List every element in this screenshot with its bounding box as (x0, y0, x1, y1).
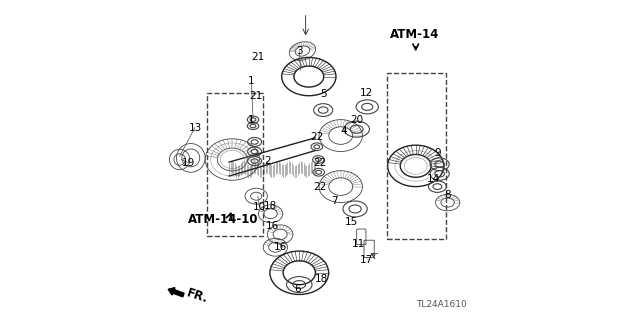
Text: FR.: FR. (186, 286, 211, 306)
Text: 17: 17 (360, 255, 373, 265)
Text: ATM-14-10: ATM-14-10 (188, 213, 258, 226)
Text: TL24A1610: TL24A1610 (416, 300, 467, 309)
Text: 13: 13 (188, 122, 202, 133)
Text: 9: 9 (435, 148, 442, 158)
Text: 3: 3 (296, 46, 303, 56)
Text: 18: 18 (315, 274, 328, 284)
Text: 6: 6 (294, 284, 301, 294)
Text: 7: 7 (331, 196, 338, 206)
Text: 18: 18 (264, 201, 277, 211)
Text: 16: 16 (273, 242, 287, 252)
Text: ATM-14: ATM-14 (390, 28, 440, 41)
Text: 1: 1 (248, 115, 255, 125)
Text: 4: 4 (340, 126, 348, 136)
Text: 22: 22 (310, 132, 323, 142)
Text: 15: 15 (345, 217, 358, 227)
Text: 8: 8 (444, 189, 451, 200)
FancyArrow shape (168, 288, 184, 297)
Text: 19: 19 (182, 158, 195, 168)
Text: 1: 1 (248, 76, 255, 86)
Text: 16: 16 (266, 221, 279, 232)
Text: 11: 11 (351, 239, 365, 249)
Text: 2: 2 (264, 156, 271, 166)
Text: 10: 10 (253, 202, 266, 212)
Text: 22: 22 (314, 182, 326, 192)
Text: 21: 21 (251, 52, 264, 63)
Text: 12: 12 (360, 87, 373, 98)
Text: 22: 22 (314, 158, 326, 168)
Text: 5: 5 (320, 89, 326, 99)
Text: 21: 21 (250, 91, 263, 101)
Text: 20: 20 (350, 115, 364, 125)
Text: 14: 14 (427, 174, 440, 184)
